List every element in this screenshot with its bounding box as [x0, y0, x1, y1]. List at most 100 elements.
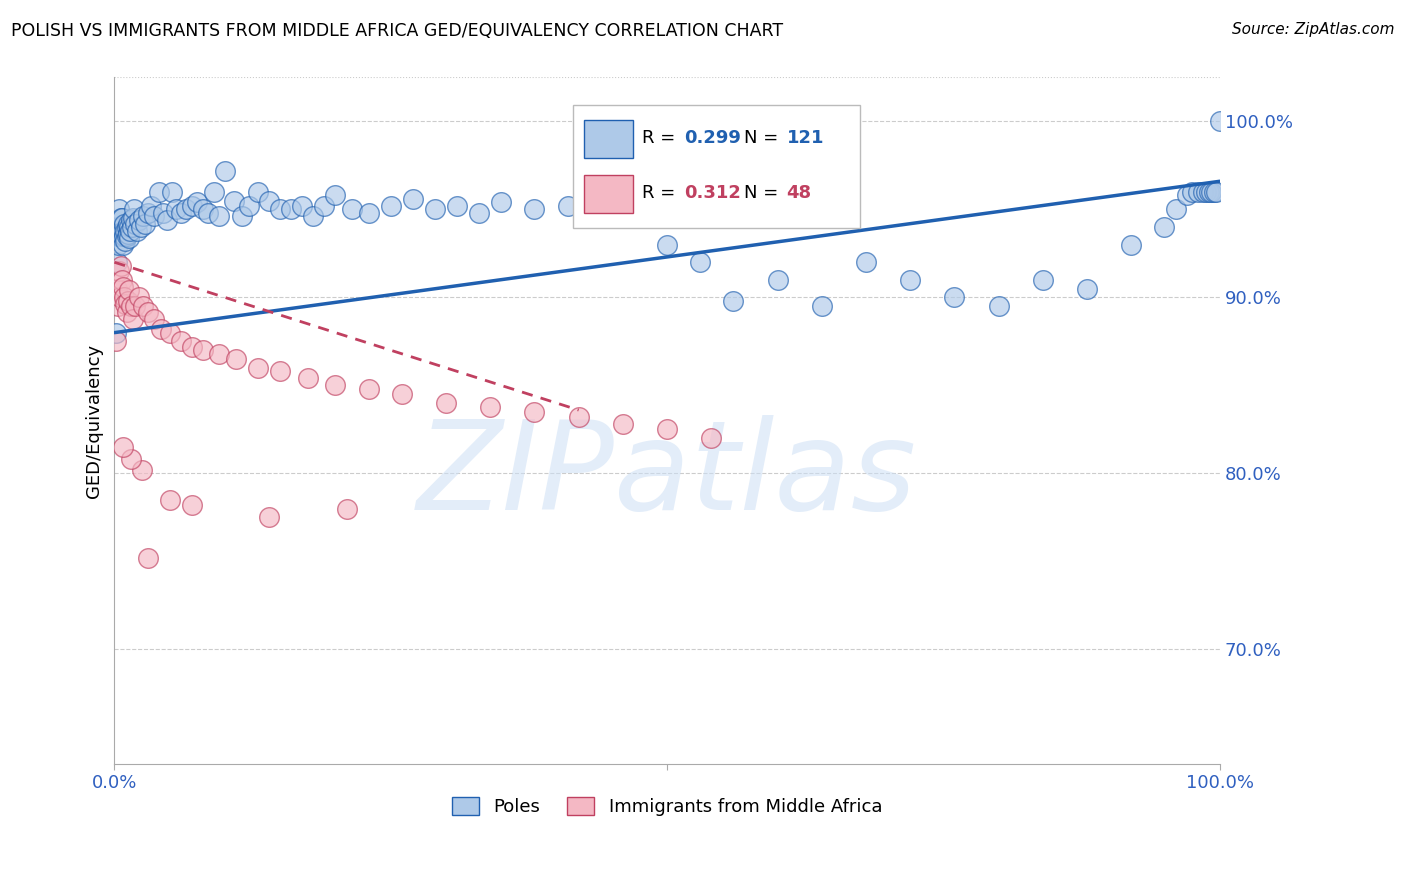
Point — [238, 199, 260, 213]
Point — [124, 299, 146, 313]
Point — [108, 228, 131, 243]
Point — [1121, 237, 1143, 252]
Point — [152, 206, 174, 220]
Point — [160, 185, 183, 199]
Point — [111, 228, 134, 243]
Point — [132, 210, 155, 224]
Point — [257, 194, 280, 208]
Point — [114, 223, 136, 237]
Text: Source: ZipAtlas.com: Source: ZipAtlas.com — [1232, 22, 1395, 37]
Point — [132, 299, 155, 313]
Point — [128, 213, 150, 227]
Point — [811, 299, 834, 313]
Point — [623, 210, 645, 224]
Point — [131, 463, 153, 477]
Point — [180, 199, 202, 213]
Point — [357, 382, 380, 396]
Point — [723, 293, 745, 308]
Point — [700, 431, 723, 445]
Point — [214, 163, 236, 178]
Point — [108, 220, 131, 235]
Point — [523, 202, 546, 217]
Point — [118, 223, 141, 237]
Point — [180, 498, 202, 512]
Point — [325, 188, 347, 202]
Point — [117, 293, 139, 308]
Point — [122, 211, 145, 226]
Point — [129, 220, 152, 235]
Point — [231, 210, 253, 224]
Point — [1187, 185, 1209, 199]
Point — [491, 195, 513, 210]
Text: 0.299: 0.299 — [683, 128, 741, 147]
Point — [108, 290, 131, 304]
Point — [557, 199, 579, 213]
Text: POLISH VS IMMIGRANTS FROM MIDDLE AFRICA GED/EQUIVALENCY CORRELATION CHART: POLISH VS IMMIGRANTS FROM MIDDLE AFRICA … — [11, 22, 783, 40]
Point — [124, 217, 146, 231]
Point — [159, 492, 181, 507]
Point — [568, 410, 591, 425]
Point — [1076, 282, 1098, 296]
Point — [987, 299, 1010, 313]
Point — [280, 202, 302, 217]
Point — [655, 237, 678, 252]
Point — [391, 387, 413, 401]
Point — [134, 217, 156, 231]
Point — [174, 202, 197, 217]
Point — [434, 396, 457, 410]
Point — [314, 199, 336, 213]
Point — [120, 452, 142, 467]
Point — [340, 202, 363, 217]
Point — [143, 311, 166, 326]
Point — [380, 199, 402, 213]
Point — [225, 352, 247, 367]
Point — [117, 227, 139, 241]
Y-axis label: GED/Equivalency: GED/Equivalency — [86, 343, 103, 498]
Point — [139, 199, 162, 213]
Point — [479, 400, 502, 414]
Point — [247, 185, 270, 199]
Point — [112, 223, 135, 237]
Text: 121: 121 — [786, 128, 824, 147]
FancyBboxPatch shape — [583, 120, 633, 158]
Point — [121, 220, 143, 235]
Point — [855, 255, 877, 269]
Point — [105, 282, 128, 296]
Point — [107, 237, 129, 252]
Point — [128, 290, 150, 304]
Point — [291, 199, 314, 213]
Point — [115, 304, 138, 318]
Point — [110, 259, 132, 273]
Point — [136, 206, 159, 220]
Point — [335, 501, 357, 516]
Point — [112, 237, 135, 252]
Point — [423, 202, 446, 217]
Point — [105, 228, 128, 243]
Point — [108, 228, 131, 243]
Point — [112, 440, 135, 454]
Point — [148, 185, 170, 199]
Point — [222, 194, 245, 208]
Point — [111, 273, 134, 287]
Point — [125, 223, 148, 237]
Point — [108, 202, 131, 217]
Point — [655, 422, 678, 436]
Point — [105, 255, 128, 269]
Point — [523, 405, 546, 419]
Point — [943, 290, 966, 304]
Point — [1198, 185, 1220, 199]
Point — [136, 304, 159, 318]
Text: N =: N = — [744, 128, 785, 147]
Point — [111, 211, 134, 226]
Point — [612, 417, 634, 432]
Point — [357, 206, 380, 220]
Point — [156, 213, 179, 227]
Point — [1032, 273, 1054, 287]
Point — [766, 273, 789, 287]
Point — [118, 284, 141, 298]
Point — [208, 347, 231, 361]
FancyBboxPatch shape — [574, 105, 860, 228]
Point — [1153, 220, 1175, 235]
Point — [118, 230, 141, 244]
Point — [297, 371, 319, 385]
